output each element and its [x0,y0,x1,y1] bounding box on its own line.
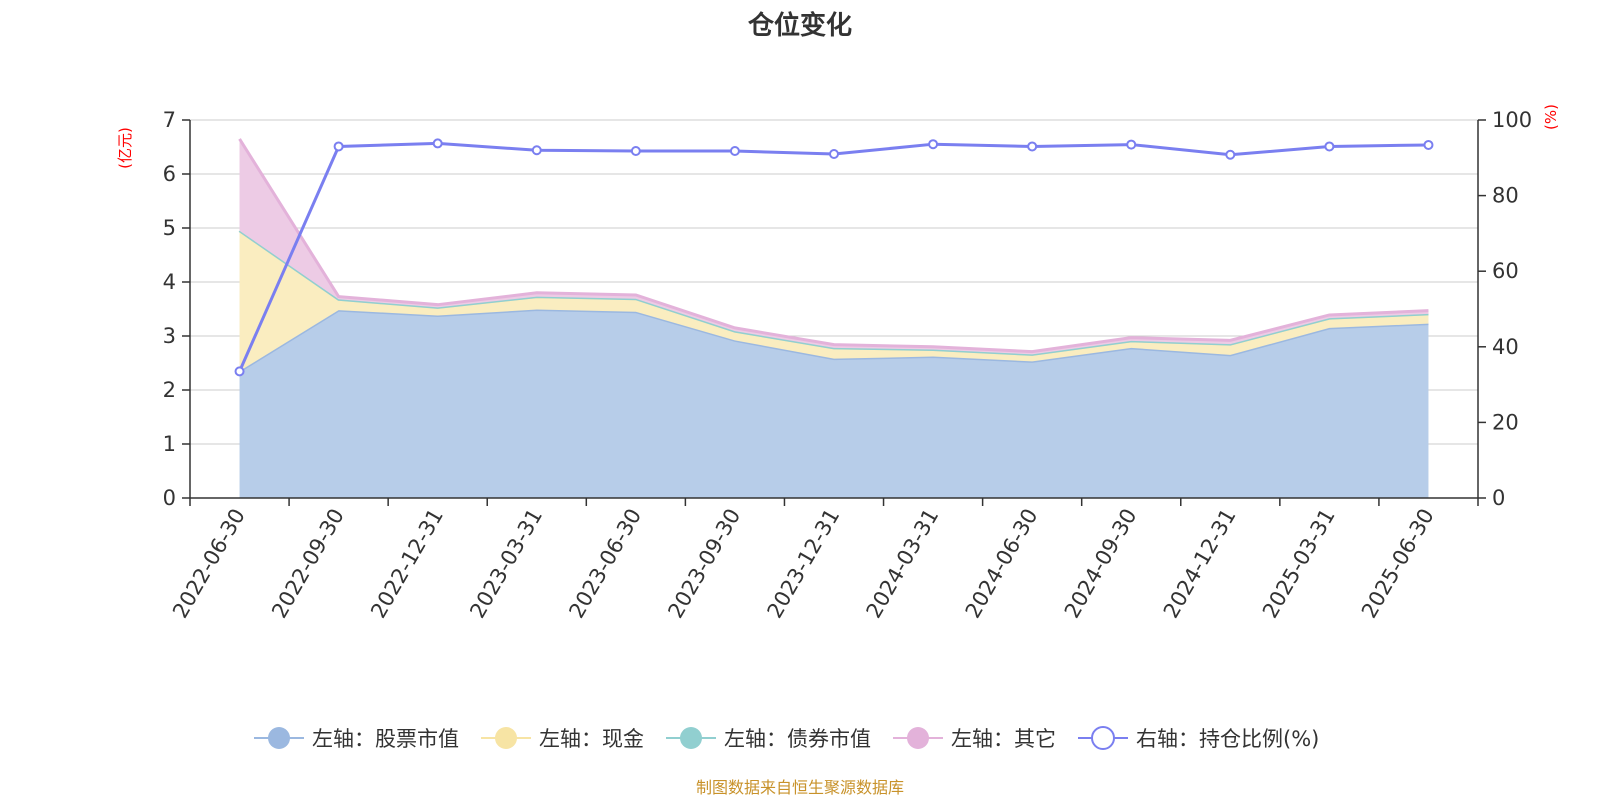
left-tick-label: 1 [163,432,176,456]
x-tick-label: 2025-06-30 [1357,505,1439,623]
right-tick-label: 100 [1492,108,1532,132]
x-tick-label: 2024-09-30 [1060,505,1142,623]
x-tick-label: 2023-03-31 [465,505,547,623]
legend-item: 左轴：股票市值 [254,727,459,751]
ratio-line [234,138,1434,377]
legend-item: 右轴：持仓比例(%) [1078,726,1319,751]
x-tick-label: 2025-03-31 [1258,505,1340,623]
right-tick-label: 40 [1492,335,1519,359]
ratio-point [630,145,641,156]
ratio-point [1423,139,1434,150]
left-tick-label: 3 [163,324,176,348]
legend-label: 右轴：持仓比例(%) [1136,727,1319,751]
legend-marker [907,727,929,749]
x-tick-label: 2022-09-30 [267,505,349,623]
x-tick-label: 2022-12-31 [366,505,448,623]
stacked-areas [238,138,1429,498]
x-tick-label: 2023-12-31 [763,505,845,623]
legend: 左轴：股票市值 左轴：现金 左轴：债券市值 左轴：其它 右轴：持仓比例(%) [254,726,1319,751]
left-tick-label: 7 [163,108,176,132]
left-tick-label: 0 [163,486,176,510]
left-tick-label: 5 [163,216,176,240]
ratio-point [1027,141,1038,152]
right-axis-unit: (%) [1542,104,1560,130]
ratio-point [333,141,344,152]
legend-item: 左轴：债券市值 [666,727,871,751]
legend-label: 左轴：其它 [951,727,1056,751]
x-tick-label: 2024-03-31 [862,505,944,623]
left-tick-label: 6 [163,162,176,186]
ratio-point [1225,149,1236,160]
x-tick-label: 2022-06-30 [168,505,250,623]
ratio-point [1126,139,1137,150]
chart-title: 仓位变化 [747,10,852,41]
ratio-point [1324,141,1335,152]
left-tick-label: 4 [163,270,176,294]
ratio-point [729,145,740,156]
x-tick-label: 2024-12-31 [1159,505,1241,623]
legend-label: 左轴：现金 [539,727,644,751]
left-axis-unit: (亿元) [116,127,134,169]
left-tick-label: 2 [163,378,176,402]
area-edge-左轴：其它 [238,138,1429,354]
legend-marker [1091,726,1115,750]
legend-marker [495,727,517,749]
legend-marker [268,727,290,749]
data-source-note: 制图数据来自恒生聚源数据库 [696,778,904,797]
right-tick-label: 60 [1492,259,1519,283]
right-tick-label: 80 [1492,184,1519,208]
legend-label: 左轴：股票市值 [312,727,459,751]
ratio-point [432,138,443,149]
legend-item: 左轴：其它 [893,727,1056,751]
x-tick-label: 2024-06-30 [961,505,1043,623]
legend-label: 左轴：债券市值 [724,727,871,751]
right-tick-label: 0 [1492,486,1505,510]
legend-item: 左轴：现金 [481,727,644,751]
ratio-point [531,145,542,156]
ratio-point [928,139,939,150]
ratio-point [829,149,839,160]
ratio-point [234,366,245,377]
x-tick-label: 2023-09-30 [663,505,745,623]
legend-marker [680,727,702,749]
x-tick-label: 2023-06-30 [564,505,646,623]
right-tick-label: 20 [1492,410,1519,434]
area-左轴：股票市值 [239,309,1429,498]
